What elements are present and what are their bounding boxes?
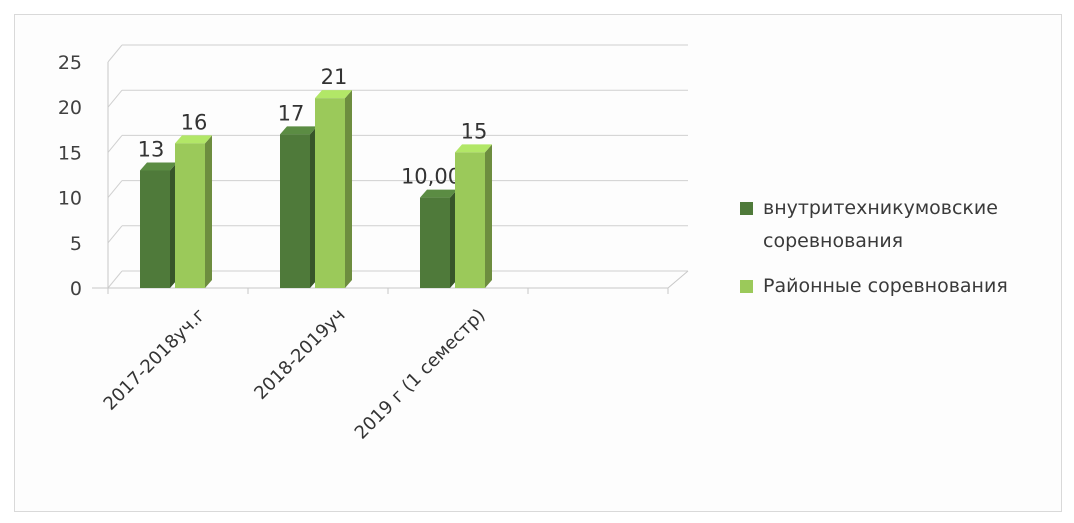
floor-edge: [667, 270, 689, 289]
bar: [420, 197, 450, 288]
bar: [140, 170, 170, 288]
data-label: 21: [321, 65, 348, 89]
bar: [455, 152, 485, 288]
legend-item-series-2: Районные соревнования: [740, 270, 1070, 303]
bar-top: [315, 90, 352, 99]
chart-legend: внутритехникумовские соревнования Районн…: [740, 192, 1070, 315]
bar-side: [485, 144, 492, 288]
data-label: 13: [138, 137, 165, 161]
data-label: 10,00: [401, 165, 461, 189]
y-tick-label: 15: [58, 142, 82, 164]
data-label: 17: [278, 101, 305, 125]
gridline-depth: [107, 225, 123, 244]
legend-item-series-1: внутритехникумовские соревнования: [740, 192, 1070, 258]
bar-top: [280, 126, 317, 135]
legend-swatch-series-2: [740, 280, 753, 293]
bar-top: [140, 162, 177, 171]
gridline-depth: [107, 180, 123, 198]
x-tick-label: 2019 г (1 семестр): [351, 305, 490, 444]
bar: [280, 134, 310, 288]
legend-swatch-series-1: [740, 202, 753, 215]
y-tick-label: 0: [70, 278, 82, 300]
y-tick-label: 25: [58, 52, 82, 74]
bar-top: [420, 189, 457, 198]
data-label: 15: [461, 119, 488, 143]
gridline-depth: [107, 44, 123, 63]
bar-side: [345, 90, 352, 288]
data-label: 16: [181, 110, 208, 134]
y-tick-label: 20: [58, 97, 82, 119]
bar-side: [205, 135, 212, 288]
gridline-depth: [107, 89, 123, 108]
bar-top: [455, 144, 492, 153]
bar: [315, 98, 345, 288]
x-tick-label: 2017-2018уч.г: [100, 305, 210, 415]
y-tick-label: 5: [70, 233, 82, 255]
bar-top: [175, 135, 212, 144]
legend-label-series-1: внутритехникумовские соревнования: [763, 197, 998, 252]
gridline-depth: [107, 270, 123, 289]
bar: [175, 143, 205, 288]
x-tick-label: 2018-2019уч: [250, 305, 349, 404]
legend-label-series-2: Районные соревнования: [763, 275, 1008, 297]
gridline-depth: [107, 135, 123, 153]
y-tick-label: 10: [58, 188, 82, 210]
